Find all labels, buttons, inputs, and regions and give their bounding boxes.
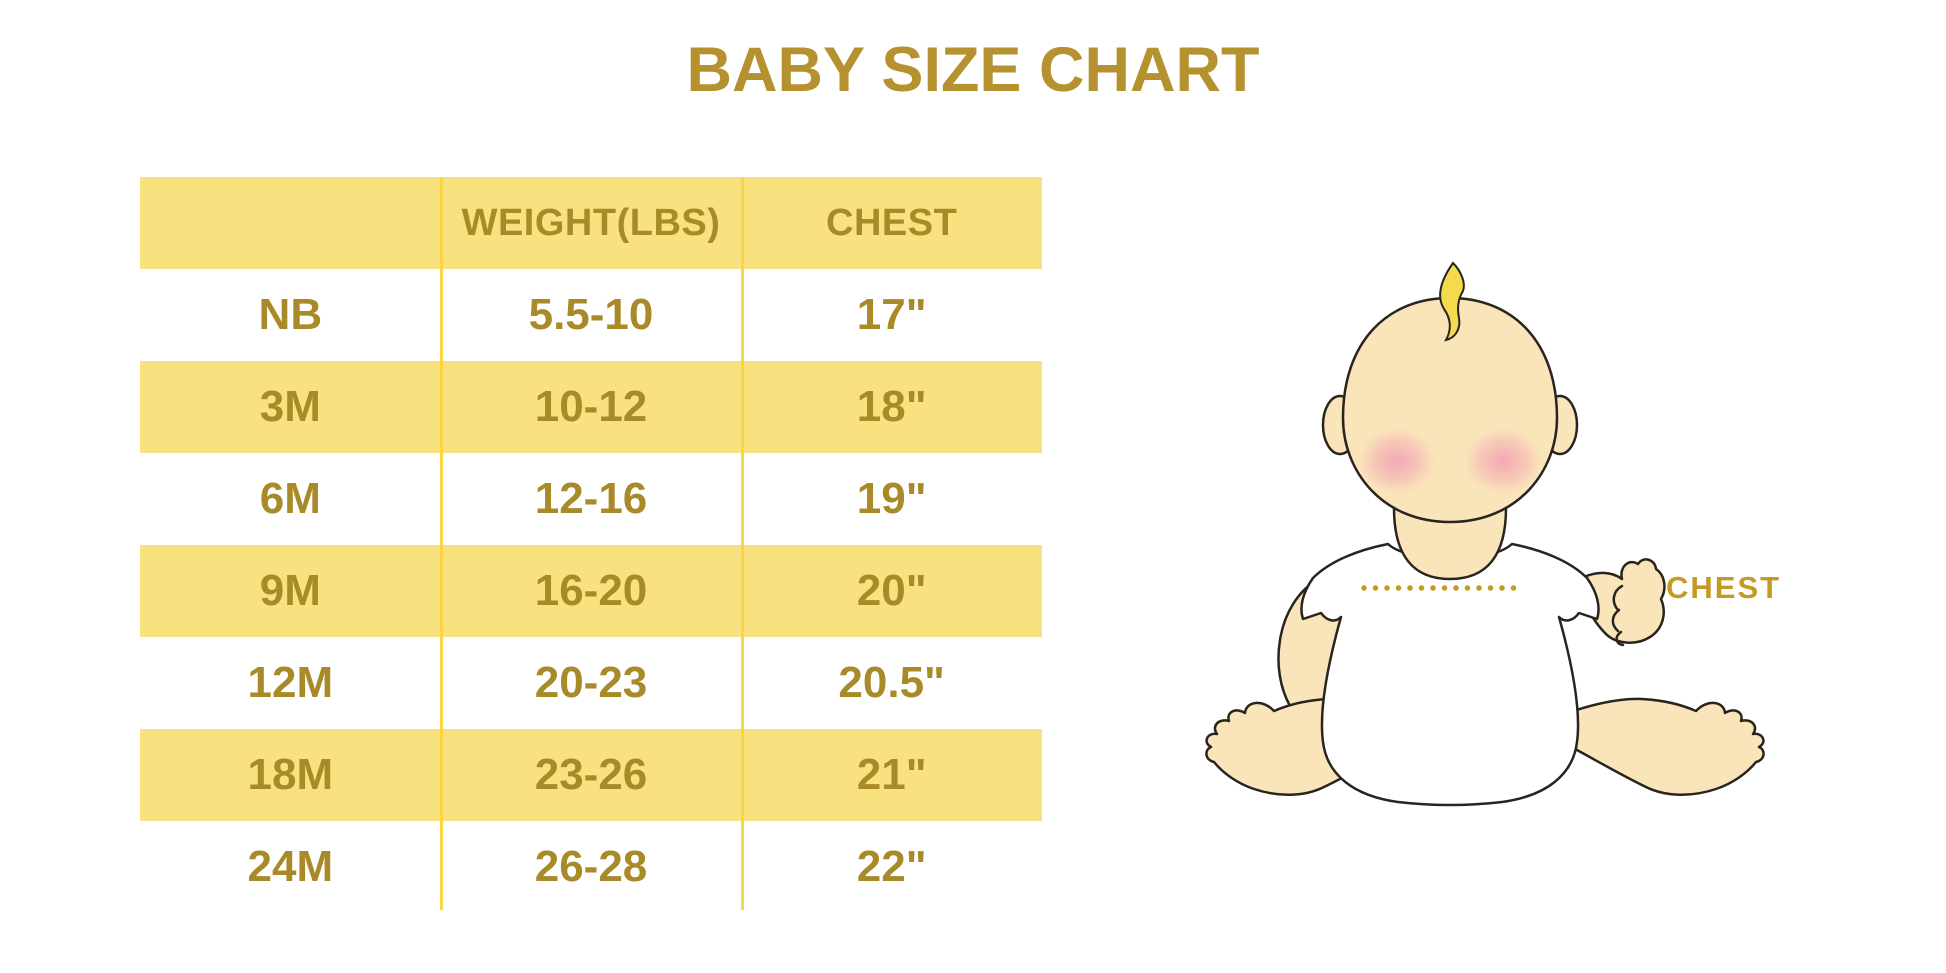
size-table-body: NB 5.5-10 17" 3M 10-12 18" 6M 12-16 19" …	[140, 269, 1042, 913]
weight-cell: 12-16	[534, 474, 648, 523]
table-row: 24M 26-28 22"	[140, 821, 1042, 913]
chest-cell: 19"	[856, 474, 927, 523]
header-cell-weight: WEIGHT(LBS)	[461, 201, 721, 244]
baby-right-arm	[1579, 558, 1666, 644]
chest-cell: 17"	[856, 290, 927, 339]
weight-cell: 23-26	[534, 750, 648, 799]
chest-cell: 20"	[856, 566, 927, 615]
weight-cell: 16-20	[534, 566, 648, 615]
baby-hair-curl	[1439, 261, 1465, 342]
chest-annotation-label: CHEST	[1666, 570, 1782, 605]
weight-cell: 20-23	[534, 658, 648, 707]
table-row: 9M 16-20 20"	[140, 545, 1042, 637]
baby-drawing	[1205, 261, 1765, 807]
baby-right-blush	[1464, 428, 1542, 494]
size-cell: 9M	[259, 566, 321, 615]
baby-shirt	[1300, 542, 1600, 807]
column-divider-2	[741, 177, 744, 910]
size-cell: 18M	[247, 750, 334, 799]
chest-cell: 20.5"	[838, 658, 945, 707]
weight-cell: 10-12	[534, 382, 648, 431]
weight-cell: 5.5-10	[528, 290, 654, 339]
size-cell: 12M	[247, 658, 334, 707]
baby-illustration	[1150, 248, 1820, 818]
chest-cell: 21"	[856, 750, 927, 799]
header-cell-chest: CHEST	[826, 201, 958, 244]
baby-fist-fingers	[1611, 584, 1625, 647]
chest-cell: 22"	[856, 842, 927, 891]
table-row: 3M 10-12 18"	[140, 361, 1042, 453]
size-cell: 3M	[259, 382, 321, 431]
table-row: 12M 20-23 20.5"	[140, 637, 1042, 729]
size-cell: 6M	[259, 474, 321, 523]
size-cell: 24M	[247, 842, 334, 891]
page-title: BABY SIZE CHART	[686, 35, 1260, 105]
size-table: WEIGHT(LBS) CHEST NB 5.5-10 17" 3M 10-12…	[140, 177, 1042, 913]
table-row: 18M 23-26 21"	[140, 729, 1042, 821]
baby-left-blush	[1358, 428, 1436, 494]
weight-cell: 26-28	[534, 842, 648, 891]
table-header-row: WEIGHT(LBS) CHEST	[140, 177, 1042, 269]
size-cell: NB	[258, 290, 323, 339]
chest-cell: 18"	[856, 382, 927, 431]
header-cell-size	[140, 177, 441, 269]
table-row: 6M 12-16 19"	[140, 453, 1042, 545]
column-divider-1	[440, 177, 443, 910]
baby-right-leg	[1532, 697, 1765, 797]
table-row: NB 5.5-10 17"	[140, 269, 1042, 361]
